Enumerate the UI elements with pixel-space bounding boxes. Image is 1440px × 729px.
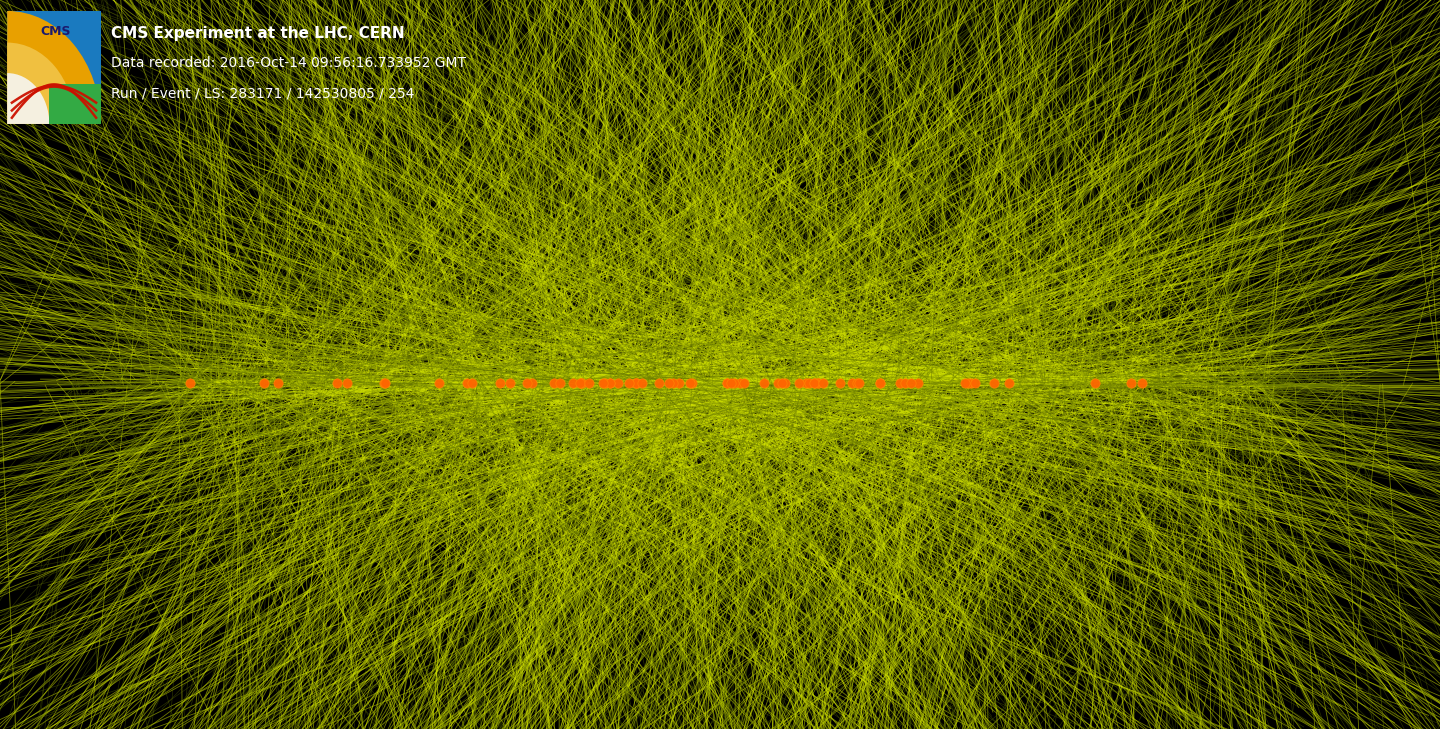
Point [631, 377, 654, 389]
Point [953, 377, 976, 389]
Point [498, 377, 521, 389]
Point [1130, 377, 1153, 389]
Point [658, 377, 681, 389]
Point [723, 377, 746, 389]
Point [680, 377, 703, 389]
Text: CMS: CMS [40, 25, 71, 38]
Point [729, 377, 752, 389]
Point [806, 377, 829, 389]
Point [549, 377, 572, 389]
Point [732, 377, 755, 389]
Point [590, 377, 613, 389]
Point [521, 377, 544, 389]
Point [1083, 377, 1106, 389]
Point [868, 377, 891, 389]
Point [662, 377, 685, 389]
Point [768, 377, 791, 389]
Point [840, 377, 863, 389]
Point [570, 377, 593, 389]
Point [599, 377, 622, 389]
Point [562, 377, 585, 389]
Polygon shape [49, 85, 101, 124]
Point [845, 377, 868, 389]
Point [804, 377, 827, 389]
Point [569, 377, 592, 389]
Point [428, 377, 451, 389]
Point [325, 377, 348, 389]
Wedge shape [7, 42, 75, 124]
Point [577, 377, 600, 389]
Point [606, 377, 629, 389]
Point [900, 377, 923, 389]
Point [516, 377, 539, 389]
Text: Run / Event / LS: 283171 / 142530805 / 254: Run / Event / LS: 283171 / 142530805 / 2… [111, 87, 415, 101]
Point [868, 377, 891, 389]
Polygon shape [7, 11, 101, 90]
Point [963, 377, 986, 389]
Point [374, 377, 397, 389]
Point [488, 377, 511, 389]
Point [888, 377, 912, 389]
Point [959, 377, 982, 389]
Point [618, 377, 641, 389]
Point [984, 377, 1007, 389]
Point [593, 377, 616, 389]
Point [828, 377, 851, 389]
Point [802, 377, 825, 389]
Wedge shape [7, 11, 101, 124]
Point [773, 377, 796, 389]
Point [716, 377, 739, 389]
Text: CMS Experiment at the LHC, CERN: CMS Experiment at the LHC, CERN [111, 26, 405, 41]
Point [668, 377, 691, 389]
Point [795, 377, 818, 389]
Point [541, 377, 564, 389]
Point [720, 377, 743, 389]
Point [894, 377, 917, 389]
Point [570, 377, 593, 389]
Point [252, 377, 275, 389]
Point [461, 377, 484, 389]
Point [752, 377, 775, 389]
Point [179, 377, 202, 389]
Point [678, 377, 701, 389]
Point [812, 377, 835, 389]
Point [1119, 377, 1142, 389]
Point [625, 377, 648, 389]
Point [624, 377, 647, 389]
Point [455, 377, 478, 389]
Point [648, 377, 671, 389]
Point [716, 377, 739, 389]
Point [599, 377, 622, 389]
Point [907, 377, 930, 389]
Point [770, 377, 793, 389]
Point [848, 377, 871, 389]
Point [336, 377, 359, 389]
Point [788, 377, 811, 389]
Point [266, 377, 289, 389]
Point [996, 377, 1020, 389]
Point [798, 377, 821, 389]
Point [625, 377, 648, 389]
Point [372, 377, 395, 389]
Wedge shape [7, 73, 49, 124]
Point [806, 377, 829, 389]
Text: Data recorded: 2016-Oct-14 09:56:16.733952 GMT: Data recorded: 2016-Oct-14 09:56:16.7339… [111, 56, 467, 70]
Point [956, 377, 979, 389]
